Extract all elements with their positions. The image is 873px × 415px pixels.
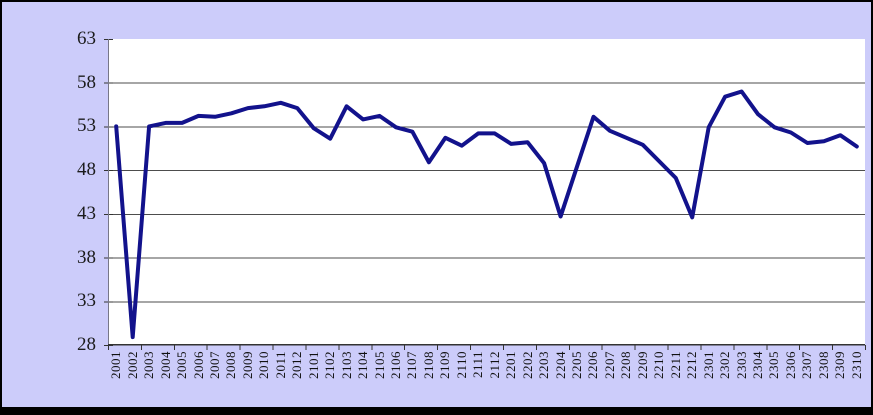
y-axis-tick-label: 53 xyxy=(77,115,96,137)
x-axis-category-label: 2112 xyxy=(486,351,502,379)
x-axis-category-label: 2203 xyxy=(536,351,552,379)
x-axis-category-label: 2211 xyxy=(667,351,683,379)
x-axis-category-label: 2002 xyxy=(124,351,140,379)
pmi-line xyxy=(114,89,859,340)
x-axis-category-label: 2107 xyxy=(404,351,420,379)
x-axis-category-label: 2305 xyxy=(766,351,782,379)
x-axis-category-label: 2010 xyxy=(256,351,272,379)
x-axis-category-label: 2006 xyxy=(190,351,206,379)
plot-area xyxy=(104,39,866,350)
x-axis-category-label: 2103 xyxy=(338,351,354,379)
x-axis-category-label: 2308 xyxy=(815,351,831,379)
x-axis-category-label: 2110 xyxy=(453,351,469,379)
x-axis-category-label: 2207 xyxy=(601,351,617,379)
x-axis-category-label: 2101 xyxy=(305,351,321,379)
x-axis-category-label: 2111 xyxy=(470,351,486,379)
x-axis-category-label: 2304 xyxy=(750,351,766,379)
y-axis-tick-label: 38 xyxy=(77,246,96,268)
x-axis-category-label: 2206 xyxy=(585,351,601,379)
x-axis-category-label: 2205 xyxy=(569,351,584,379)
x-axis-category-label: 2012 xyxy=(289,351,305,379)
x-axis-category-label: 2003 xyxy=(141,351,157,379)
y-axis-tick-label: 28 xyxy=(77,334,96,355)
x-axis-category-label: 2009 xyxy=(239,351,255,379)
x-axis-category-label: 2208 xyxy=(618,351,634,379)
x-axis-category-label: 2212 xyxy=(684,351,700,379)
x-axis-category-label: 2309 xyxy=(832,351,848,379)
x-axis-category-label: 2011 xyxy=(272,351,288,379)
x-axis-category-label: 2005 xyxy=(174,351,190,379)
x-axis-category-label: 2303 xyxy=(733,351,749,379)
x-axis-category-label: 2106 xyxy=(387,351,403,379)
y-axis-tick-label: 63 xyxy=(77,28,96,49)
x-axis-category-label: 2102 xyxy=(322,351,338,379)
y-axis-tick-label: 33 xyxy=(77,290,96,312)
x-axis-category-label: 2209 xyxy=(634,351,650,379)
x-axis-category-label: 2306 xyxy=(782,351,798,379)
x-axis-category-label: 2105 xyxy=(371,351,387,379)
x-axis-category-label: 2210 xyxy=(651,351,667,379)
x-axis-category-label: 2001 xyxy=(108,351,124,379)
y-axis-tick-label: 58 xyxy=(77,71,96,93)
x-axis-category-label: 2104 xyxy=(355,351,371,379)
x-axis-category-label: 2301 xyxy=(700,351,716,379)
line-chart-svg xyxy=(104,39,866,350)
x-axis-category-label: 2004 xyxy=(157,351,173,379)
y-axis-tick-label: 43 xyxy=(77,202,96,224)
y-axis-tick-label: 48 xyxy=(77,159,96,181)
x-axis-category-label: 2204 xyxy=(552,351,568,379)
x-axis-category-label: 2008 xyxy=(223,351,239,379)
x-axis-category-label: 2307 xyxy=(799,351,815,379)
x-axis-category-label: 2007 xyxy=(206,351,222,379)
x-axis-category-label: 2109 xyxy=(437,351,453,379)
x-axis-category-label: 2201 xyxy=(503,351,519,379)
x-axis-category-label: 2108 xyxy=(420,351,436,379)
x-axis-category-label: 2202 xyxy=(519,351,535,379)
x-axis-category-label: 2302 xyxy=(717,351,733,379)
x-axis-category-label: 2310 xyxy=(848,351,864,379)
